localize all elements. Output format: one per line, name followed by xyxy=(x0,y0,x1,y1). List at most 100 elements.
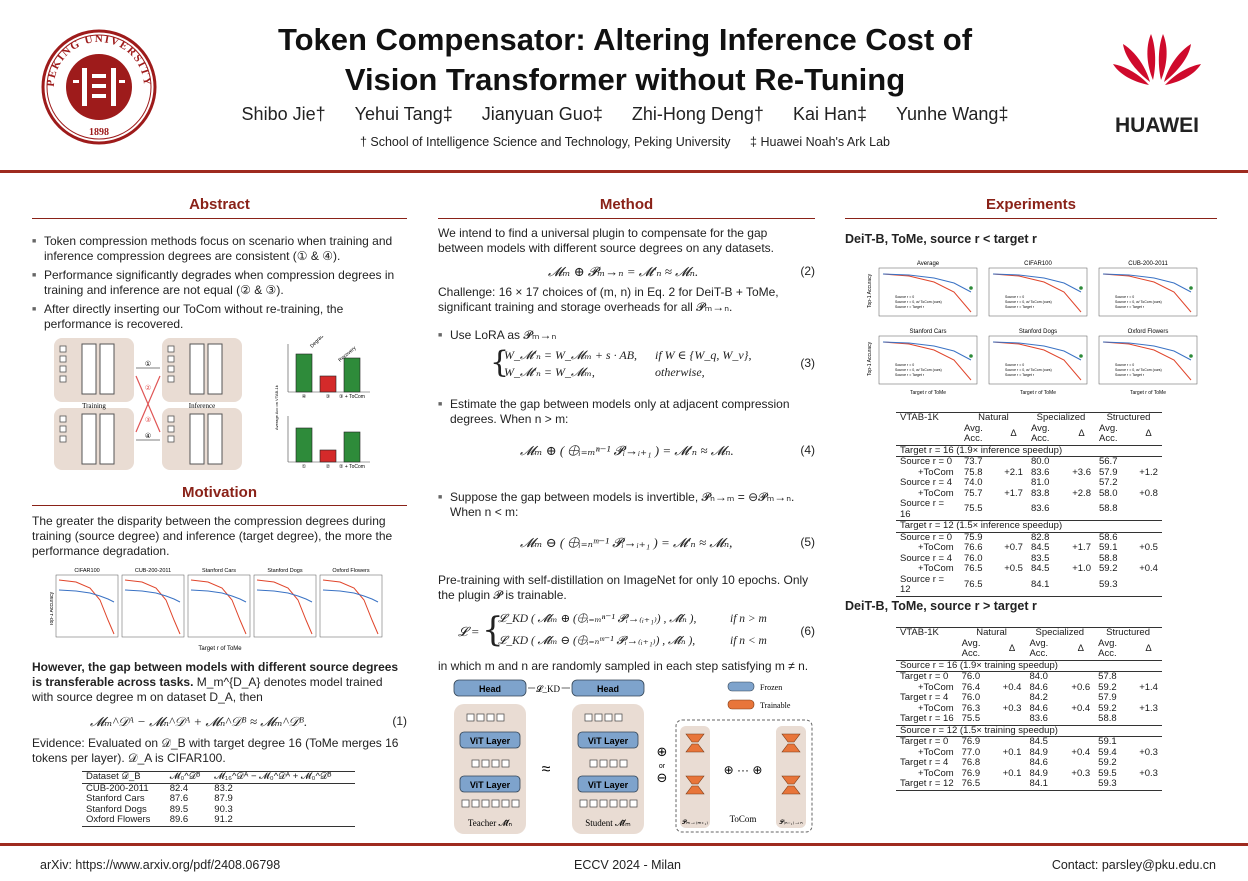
svg-text:ToCom: ToCom xyxy=(730,814,757,824)
abstract-heading: Abstract xyxy=(189,196,250,213)
experiments-table-1: VTAB-1K Natural Specialized Structured Avg. … xyxy=(896,412,1162,597)
table-header: Structured xyxy=(1106,627,1150,638)
table-row: Oxford Flowers 89.6 91.2 xyxy=(82,814,355,826)
section-rule xyxy=(32,218,407,219)
abstract-bullets: Token compression methods focus on scena… xyxy=(32,234,407,336)
svg-text:HUAWEI: HUAWEI xyxy=(1115,114,1199,137)
method-challenge: Challenge: 16 × 17 choices of (m, n) in … xyxy=(438,285,779,314)
svg-text:ViT Layer: ViT Layer xyxy=(588,780,629,790)
svg-text:Stanford Cars: Stanford Cars xyxy=(909,329,946,335)
experiments-subheading-2: DeiT-B, ToMe, source r > target r xyxy=(845,599,1037,613)
svg-text:Student 𝓜̂ₘ: Student 𝓜̂ₘ xyxy=(585,818,631,828)
method-intro: We intend to find a universal plugin to … xyxy=(438,226,774,255)
svg-text:≈: ≈ xyxy=(542,761,551,778)
svg-text:Source r = 0, w/ ToCom (ours): Source r = 0, w/ ToCom (ours) xyxy=(1115,300,1162,304)
table-row: Target r = 4 76.8 84.6 59.2 xyxy=(900,757,1117,768)
contact-email[interactable]: Contact: parsley@pku.edu.cn xyxy=(1051,858,1216,872)
svg-text:ViT Layer: ViT Layer xyxy=(588,736,629,746)
svg-text:Source r = Target r: Source r = Target r xyxy=(1005,373,1035,377)
table-row: Source r = 4 76.0 83.5 58.8 xyxy=(900,552,1118,564)
abstract-bullet: Token compression methods focus on scena… xyxy=(32,234,407,264)
table-header: VTAB-1K xyxy=(900,627,939,638)
svg-text:or: or xyxy=(659,763,666,770)
svg-text:③ + ToCom: ③ + ToCom xyxy=(339,394,365,400)
table-row: Source r = 0 73.7 80.0 56.7 xyxy=(900,456,1118,467)
huawei-logo: HUAWEI xyxy=(1113,34,1201,137)
affiliations: † School of Intelligence Science and Tec… xyxy=(359,135,891,149)
svg-text:Target r of ToMe: Target r of ToMe xyxy=(1020,390,1056,396)
svg-text:Average: Average xyxy=(917,261,940,267)
table-row: Stanford Cars 87.6 87.9 xyxy=(86,793,233,804)
table-section-label: Source r = 12 (1.5× training speedup) xyxy=(900,724,1058,736)
motivation-table: Dataset 𝒟_B 𝓜₀^𝒟ᴮ 𝓜₁₆^𝒟ᴬ − 𝓜₀^𝒟ᴬ + 𝓜₀^𝒟ᴮ… xyxy=(82,771,355,827)
svg-text:Source r = 0, w/ ToCom (ours): Source r = 0, w/ ToCom (ours) xyxy=(895,300,942,304)
svg-text:Source r = 0, w/ ToCom (ours): Source r = 0, w/ ToCom (ours) xyxy=(1005,368,1052,372)
table-row: +ToCom 76.5 +0.5 84.5 +1.0 59.2 +0.4 xyxy=(918,563,1158,574)
arxiv-link[interactable]: arXiv: https://www.arxiv.org/pdf/2408.06… xyxy=(40,858,281,872)
equation-4: 𝓜ₘ ⊕ ( ⨁ᵢ₌ₘⁿ⁻¹ 𝓟ᵢ→ᵢ₊₁ ) = 𝓜′ₙ ≈ 𝓜ₙ. (4) xyxy=(520,443,815,458)
svg-text:Source r = 0: Source r = 0 xyxy=(1005,295,1024,299)
table-row: Target r = 0 76.9 84.5 59.1 xyxy=(900,736,1117,747)
motivation-heading: Motivation xyxy=(182,484,257,501)
svg-text:CIFAR100: CIFAR100 xyxy=(1024,261,1052,267)
table-row: +ToCom 75.7 +1.7 83.8 +2.8 58.0 +0.8 xyxy=(918,487,1158,499)
svg-text:ViT Layer: ViT Layer xyxy=(470,736,511,746)
svg-text:𝓛_KD: 𝓛_KD xyxy=(536,684,561,694)
svg-text:Source r = 0, w/ ToCom (ours): Source r = 0, w/ ToCom (ours) xyxy=(1005,300,1052,304)
svg-text:Degradation: Degradation xyxy=(309,336,333,349)
equation-5: 𝓜ₘ ⊖ ( ⨁ᵢ₌ₙᵐ⁻¹ 𝓟ᵢ→ᵢ₊₁ ) = 𝓜′ₙ ≈ 𝓜ₙ, (5) xyxy=(520,535,815,550)
experiments-heading: Experiments xyxy=(985,196,1077,213)
footer-divider xyxy=(0,843,1248,846)
method-lora: Use LoRA as 𝓟ₘ→ₙ xyxy=(438,328,815,347)
svg-text:Training: Training xyxy=(82,402,106,410)
svg-text:Top-1 Accuracy: Top-1 Accuracy xyxy=(867,273,873,308)
svg-text:Trainable: Trainable xyxy=(760,701,791,710)
table-row: Source r = 16 75.5 83.6 58.8 xyxy=(896,498,1162,521)
abstract-bullet: After directly inserting our ToCom witho… xyxy=(32,302,407,332)
method-heading: Method xyxy=(599,196,654,213)
svg-text:④: ④ xyxy=(302,394,307,400)
abstract-bullet: Performance significantly degrades when … xyxy=(32,268,407,298)
svg-text:⊕: ⊕ xyxy=(657,744,668,759)
svg-text:Frozen: Frozen xyxy=(760,683,782,692)
table-row: +ToCom 76.9 +0.1 84.9 +0.3 59.5 +0.3 xyxy=(918,767,1158,779)
header-divider xyxy=(0,170,1248,173)
svg-text:1898: 1898 xyxy=(89,127,109,138)
svg-text:Stanford Dogs: Stanford Dogs xyxy=(267,568,302,574)
motivation-plot: CIFAR100 xyxy=(55,568,119,638)
section-rule xyxy=(845,218,1217,219)
svg-text:Average Acc on VTAB-1k: Average Acc on VTAB-1k xyxy=(274,385,279,430)
table-row: Target r = 12 76.5 84.1 59.3 xyxy=(896,778,1162,790)
table-row: Target r = 16 75.5 83.6 58.8 xyxy=(896,713,1162,725)
motivation-transfer: However, the gap between models with dif… xyxy=(32,660,399,704)
svg-text:Head: Head xyxy=(479,684,501,694)
equation-3: { W_𝓜′ₙ = W_𝓜ₘ + s · AB, if W ∈ {W_q, W_… xyxy=(490,345,815,380)
svg-text:Stanford Cars: Stanford Cars xyxy=(202,568,236,574)
method-diagram: Head ViT Layer ViT Layer Teacher 𝓜̂ₙ ≈ H… xyxy=(453,679,813,834)
svg-text:①: ① xyxy=(145,360,151,368)
svg-text:𝓟₍ₙ₋₁₎→ₙ: 𝓟₍ₙ₋₁₎→ₙ xyxy=(779,819,803,826)
table-row: +ToCom 76.3 +0.3 84.6 +0.4 59.2 +1.3 xyxy=(918,702,1158,714)
table-header: VTAB-1K xyxy=(900,412,939,423)
table-section-label: Target r = 12 (1.5× inference speedup) xyxy=(900,520,1063,531)
svg-text:Target r of ToMe: Target r of ToMe xyxy=(910,390,946,396)
table-header: Specialized xyxy=(1036,412,1086,423)
motivation-plot: Stanford Cars xyxy=(187,568,251,638)
author: Zhi-Hong Deng† xyxy=(631,104,764,124)
svg-text:②: ② xyxy=(326,464,331,470)
author: Yunhe Wang‡ xyxy=(896,104,1009,124)
abstract-figure: Training Inference ① ② ③ ④ ④ ③ ③ + ToCom… xyxy=(54,336,370,470)
svg-text:Top-1 Accuracy: Top-1 Accuracy xyxy=(867,341,873,376)
table-row: +ToCom 75.8 +2.1 83.6 +3.6 57.9 +1.2 xyxy=(918,466,1158,478)
author: Jianyuan Guo‡ xyxy=(481,104,603,124)
svg-text:Oxford Flowers: Oxford Flowers xyxy=(1128,329,1169,335)
table-row: Stanford Dogs 89.5 90.3 xyxy=(86,803,233,815)
experiments-table-2: VTAB-1K Natural Specialized Structured Avg. … xyxy=(896,627,1162,791)
svg-text:Source r = 0: Source r = 0 xyxy=(895,363,914,367)
svg-text:①: ① xyxy=(302,464,307,470)
author: Kai Han‡ xyxy=(792,104,868,124)
